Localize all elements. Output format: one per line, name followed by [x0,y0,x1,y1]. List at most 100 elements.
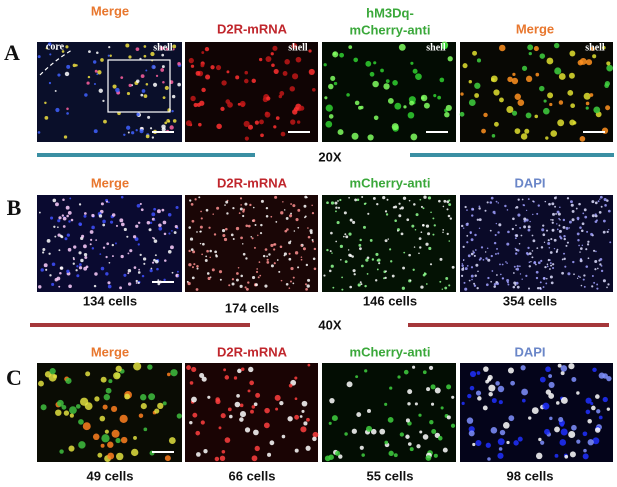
cell [545,229,549,232]
cell [604,83,610,89]
cell [204,259,208,262]
cell [497,438,505,446]
cell [592,54,597,59]
cell [416,444,421,449]
cell [544,265,547,269]
cell [152,82,158,87]
cell [379,428,386,435]
cell-count: 55 cells [367,468,414,483]
cell [332,286,335,289]
cell [81,234,85,238]
cell [351,255,354,258]
cell [283,209,286,211]
cell [228,284,231,287]
cell [474,274,477,277]
region-note: shell [426,42,446,53]
cell [303,421,308,426]
cell [405,434,410,439]
cell [487,258,491,262]
cell [80,258,84,263]
cell [460,274,464,277]
cell [507,76,513,83]
cell [369,239,373,242]
cell [334,201,338,205]
cell [429,420,434,425]
cell [560,422,564,427]
cell [530,260,532,263]
cell [514,93,522,100]
cell [515,281,519,285]
cell [572,121,577,125]
cell [594,268,597,271]
cell [69,406,77,415]
cell [58,216,62,220]
cell-count: 174 cells [225,300,279,315]
cell [219,278,222,281]
cell [271,63,275,68]
cell [461,264,464,267]
cell [573,273,575,276]
cell [506,242,510,246]
region-note: shell [288,42,308,53]
cell [461,267,465,271]
cell [471,207,474,211]
cell [472,251,475,254]
cell [493,241,497,245]
cell [59,266,64,270]
cell [344,260,348,264]
cell [259,119,264,125]
cell [154,408,160,414]
cell [430,384,436,390]
cell [161,124,166,129]
cell [483,112,488,118]
cell [544,200,547,203]
cell [206,249,209,253]
cell [312,436,317,442]
cell [252,206,255,209]
cell [156,209,161,214]
cell [92,433,100,441]
cell [442,205,445,208]
cell [289,280,292,283]
cell [547,239,550,242]
cell [266,260,270,264]
cell [606,407,611,411]
cell [120,222,125,227]
cell [529,220,531,223]
cell [525,112,532,119]
cell [143,262,146,265]
cell [331,252,333,254]
cell [400,206,404,210]
cell [347,249,350,251]
cell [131,131,135,135]
cell [393,453,398,458]
cell [492,210,496,214]
cell [45,47,48,50]
cell [486,201,489,204]
cell [553,42,560,49]
cell [270,215,273,218]
cell [439,77,445,83]
cell [464,205,467,209]
cell [174,225,178,229]
cell [129,249,133,253]
cell [544,428,550,435]
cell [304,283,308,286]
cell [587,418,592,424]
cell [561,271,564,275]
cell [128,55,132,59]
cell [57,73,61,77]
cell [352,269,356,273]
cell [539,281,542,284]
cell [175,205,179,210]
cell [576,277,579,279]
cell [425,455,432,461]
cell [248,366,254,373]
cell [115,437,121,444]
cell [484,209,487,212]
cell [515,205,519,209]
cell [83,244,87,249]
cell [439,280,442,283]
cell [557,363,562,368]
cell [196,267,199,270]
